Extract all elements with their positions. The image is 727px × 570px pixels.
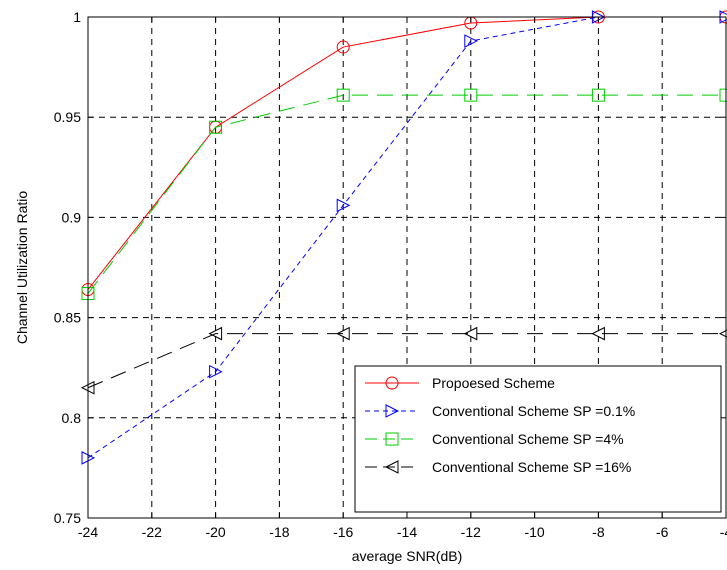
data-point [463, 326, 478, 341]
y-tick-label: 0.75 [54, 510, 81, 526]
data-point [336, 326, 350, 341]
data-point [591, 88, 605, 102]
data-point [209, 364, 223, 379]
data-point [208, 326, 223, 341]
x-tick-label: -10 [524, 524, 544, 540]
x-tick-label: -4 [720, 524, 727, 540]
data-point [464, 88, 478, 102]
series-line [87, 94, 726, 294]
x-tick-label: -6 [656, 524, 669, 540]
legend-box [354, 365, 722, 513]
legend-label: Conventional Scheme SP =16% [432, 459, 631, 475]
data-point [464, 34, 478, 48]
data-point [591, 326, 605, 341]
x-tick-label: -14 [397, 524, 417, 540]
legend-label: Propoesed Scheme [432, 375, 555, 391]
y-tick-label: 0.9 [62, 209, 82, 225]
legend-marker [385, 404, 400, 418]
y-tick-label: 0.95 [54, 109, 81, 125]
legend-label: Conventional Scheme SP =4% [432, 431, 624, 447]
legend-marker [384, 460, 399, 474]
ticks: -24 -22 -20 -18 -16 -14 -12 -10 -8 -6 -4 0.75 0.8 0.8… [54, 9, 727, 540]
data-point [336, 40, 350, 54]
x-tick-label: -22 [142, 524, 162, 540]
legend-label: Conventional Scheme SP =0.1% [432, 403, 635, 419]
x-axis-label: average SNR(dB) [352, 548, 463, 564]
legend: Propoesed Scheme Conventional Scheme SP =… [354, 365, 722, 513]
data-point [209, 120, 223, 134]
y-tick-label: 1 [73, 9, 81, 25]
y-tick-label: 0.85 [54, 310, 81, 326]
x-tick-label: -18 [269, 524, 289, 540]
x-tick-label: -12 [461, 524, 481, 540]
y-axis-label: Channel Utilization Ratio [14, 191, 30, 345]
x-tick-label: -16 [333, 524, 353, 540]
series-line [87, 333, 726, 389]
x-tick-label: -24 [78, 524, 98, 540]
legend-marker [385, 432, 399, 446]
data-point [336, 88, 350, 102]
x-tick-label: -8 [592, 524, 605, 540]
data-point [336, 198, 351, 213]
legend-marker [385, 376, 399, 390]
x-tick-label: -20 [205, 524, 225, 540]
y-tick-label: 0.8 [62, 410, 82, 426]
